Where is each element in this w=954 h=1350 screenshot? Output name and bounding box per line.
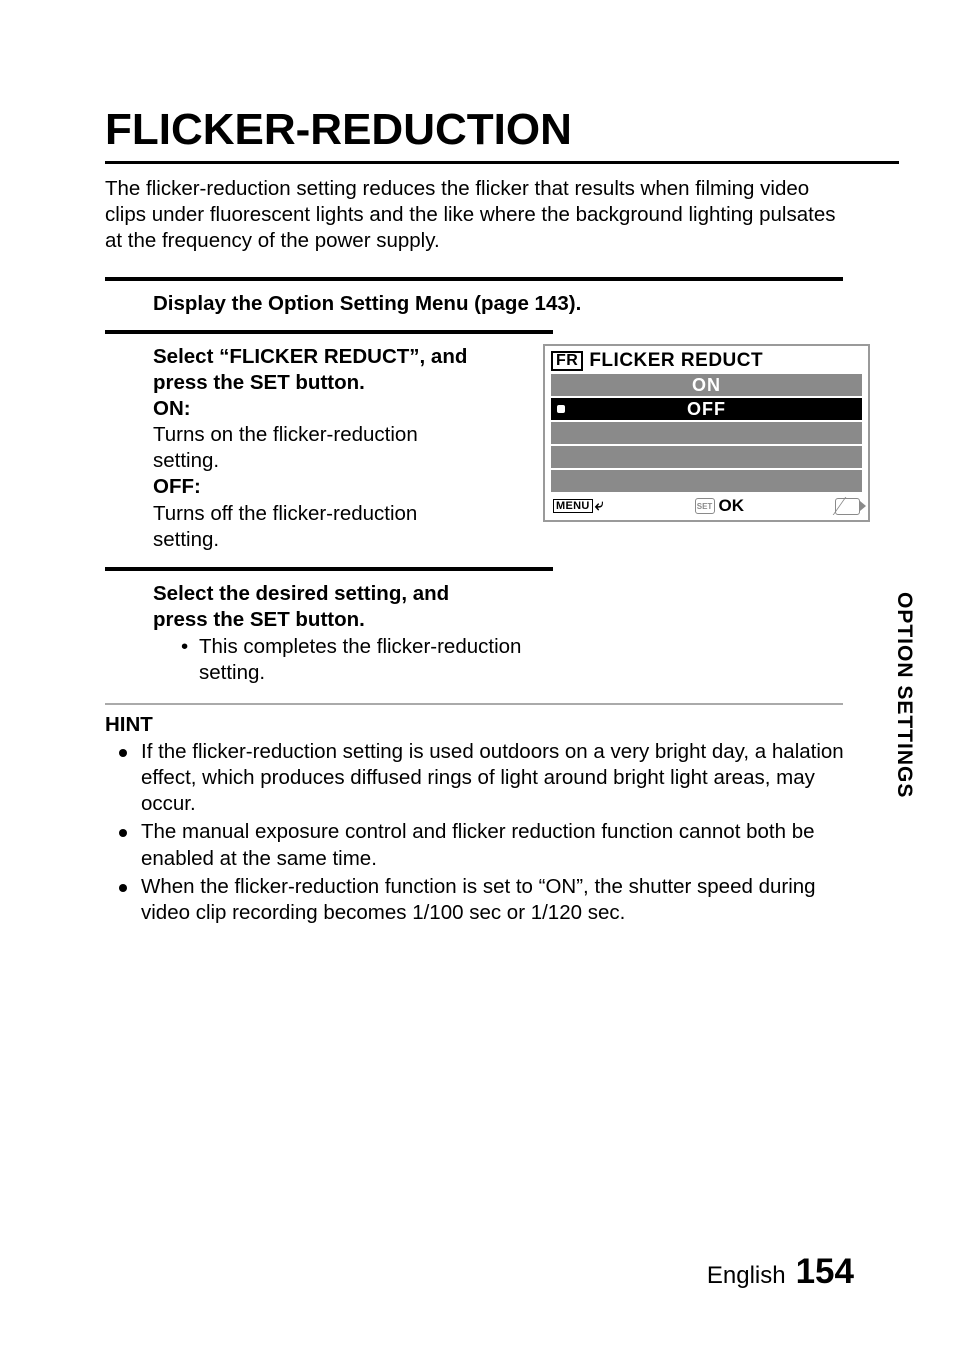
title-divider <box>105 161 899 164</box>
step-1: Display the Option Setting Menu (page 14… <box>153 291 899 317</box>
hint-item: When the flicker-reduction function is s… <box>119 874 859 926</box>
lcd-header: FR FLICKER REDUCT <box>545 346 868 374</box>
menu-label: MENU <box>553 499 593 513</box>
lcd-row-blank <box>551 446 862 468</box>
step-2-row: Select “FLICKER REDUCT”, and press the S… <box>105 344 899 553</box>
step-2-lead-2: press the SET button. <box>153 370 525 396</box>
footer-page-number: 154 <box>796 1252 854 1292</box>
bullet-line-1: This completes the flicker-reduction <box>199 635 521 658</box>
set-badge: SET <box>695 498 715 514</box>
section-tab: OPTION SETTINGS <box>892 592 916 798</box>
hint-item: The manual exposure control and flicker … <box>119 819 859 871</box>
on-label: ON: <box>153 396 525 422</box>
page-footer: English 154 <box>707 1252 854 1292</box>
lcd-on-label: ON <box>692 375 721 396</box>
step-3-bullets: This completes the flicker-reduction set… <box>181 634 899 686</box>
lcd-menu-rows: ON OFF <box>545 374 868 492</box>
on-desc-1: Turns on the flicker-reduction <box>153 422 525 448</box>
lcd-off-label: OFF <box>687 399 726 420</box>
lcd-row-blank <box>551 470 862 492</box>
on-desc-2: setting. <box>153 448 525 474</box>
ok-label: OK <box>719 496 745 516</box>
lcd-title: FLICKER REDUCT <box>589 350 763 372</box>
step-2-lead-1: Select “FLICKER REDUCT”, and <box>153 344 525 370</box>
lcd-row-on: ON <box>551 374 862 396</box>
camera-icon <box>835 498 860 515</box>
hint-divider <box>105 703 843 705</box>
step-1-text: Display the Option Setting Menu (page 14… <box>153 291 899 317</box>
off-desc-2: setting. <box>153 527 525 553</box>
step-3: Select the desired setting, and press th… <box>153 581 899 687</box>
hint-heading: HINT <box>105 713 899 737</box>
manual-page: FLICKER-REDUCTION The flicker-reduction … <box>0 0 954 1350</box>
off-desc-1: Turns off the flicker-reduction <box>153 501 525 527</box>
bullet-line-2: setting. <box>199 661 265 684</box>
step-divider <box>105 277 843 281</box>
step-3-bullet: This completes the flicker-reduction set… <box>181 634 899 686</box>
lcd-row-blank <box>551 422 862 444</box>
off-label: OFF: <box>153 474 525 500</box>
lcd-screenshot: FR FLICKER REDUCT ON OFF MENU ⤶ SET OK <box>543 344 870 522</box>
footer-language: English <box>707 1262 786 1290</box>
hint-item: If the flicker-reduction setting is used… <box>119 739 859 818</box>
step-3-lead-1: Select the desired setting, and <box>153 581 899 607</box>
step-2: Select “FLICKER REDUCT”, and press the S… <box>153 344 525 553</box>
selection-dot-icon <box>557 405 565 413</box>
lcd-row-off-selected: OFF <box>551 398 862 420</box>
menu-back-icon: MENU ⤶ <box>553 498 604 514</box>
hint-list: If the flicker-reduction setting is used… <box>119 739 859 927</box>
page-title: FLICKER-REDUCTION <box>105 105 899 155</box>
intro-paragraph: The flicker-reduction setting reduces th… <box>105 176 851 255</box>
step-3-lead-2: press the SET button. <box>153 607 899 633</box>
lcd-footer: MENU ⤶ SET OK <box>545 494 868 520</box>
return-arrow-icon: ⤶ <box>595 498 604 514</box>
step-divider <box>105 567 553 571</box>
fr-badge-icon: FR <box>551 351 583 371</box>
step-divider <box>105 330 553 334</box>
step-2-definitions: ON: Turns on the flicker-reduction setti… <box>153 396 525 553</box>
set-ok-icon: SET OK <box>695 496 745 516</box>
